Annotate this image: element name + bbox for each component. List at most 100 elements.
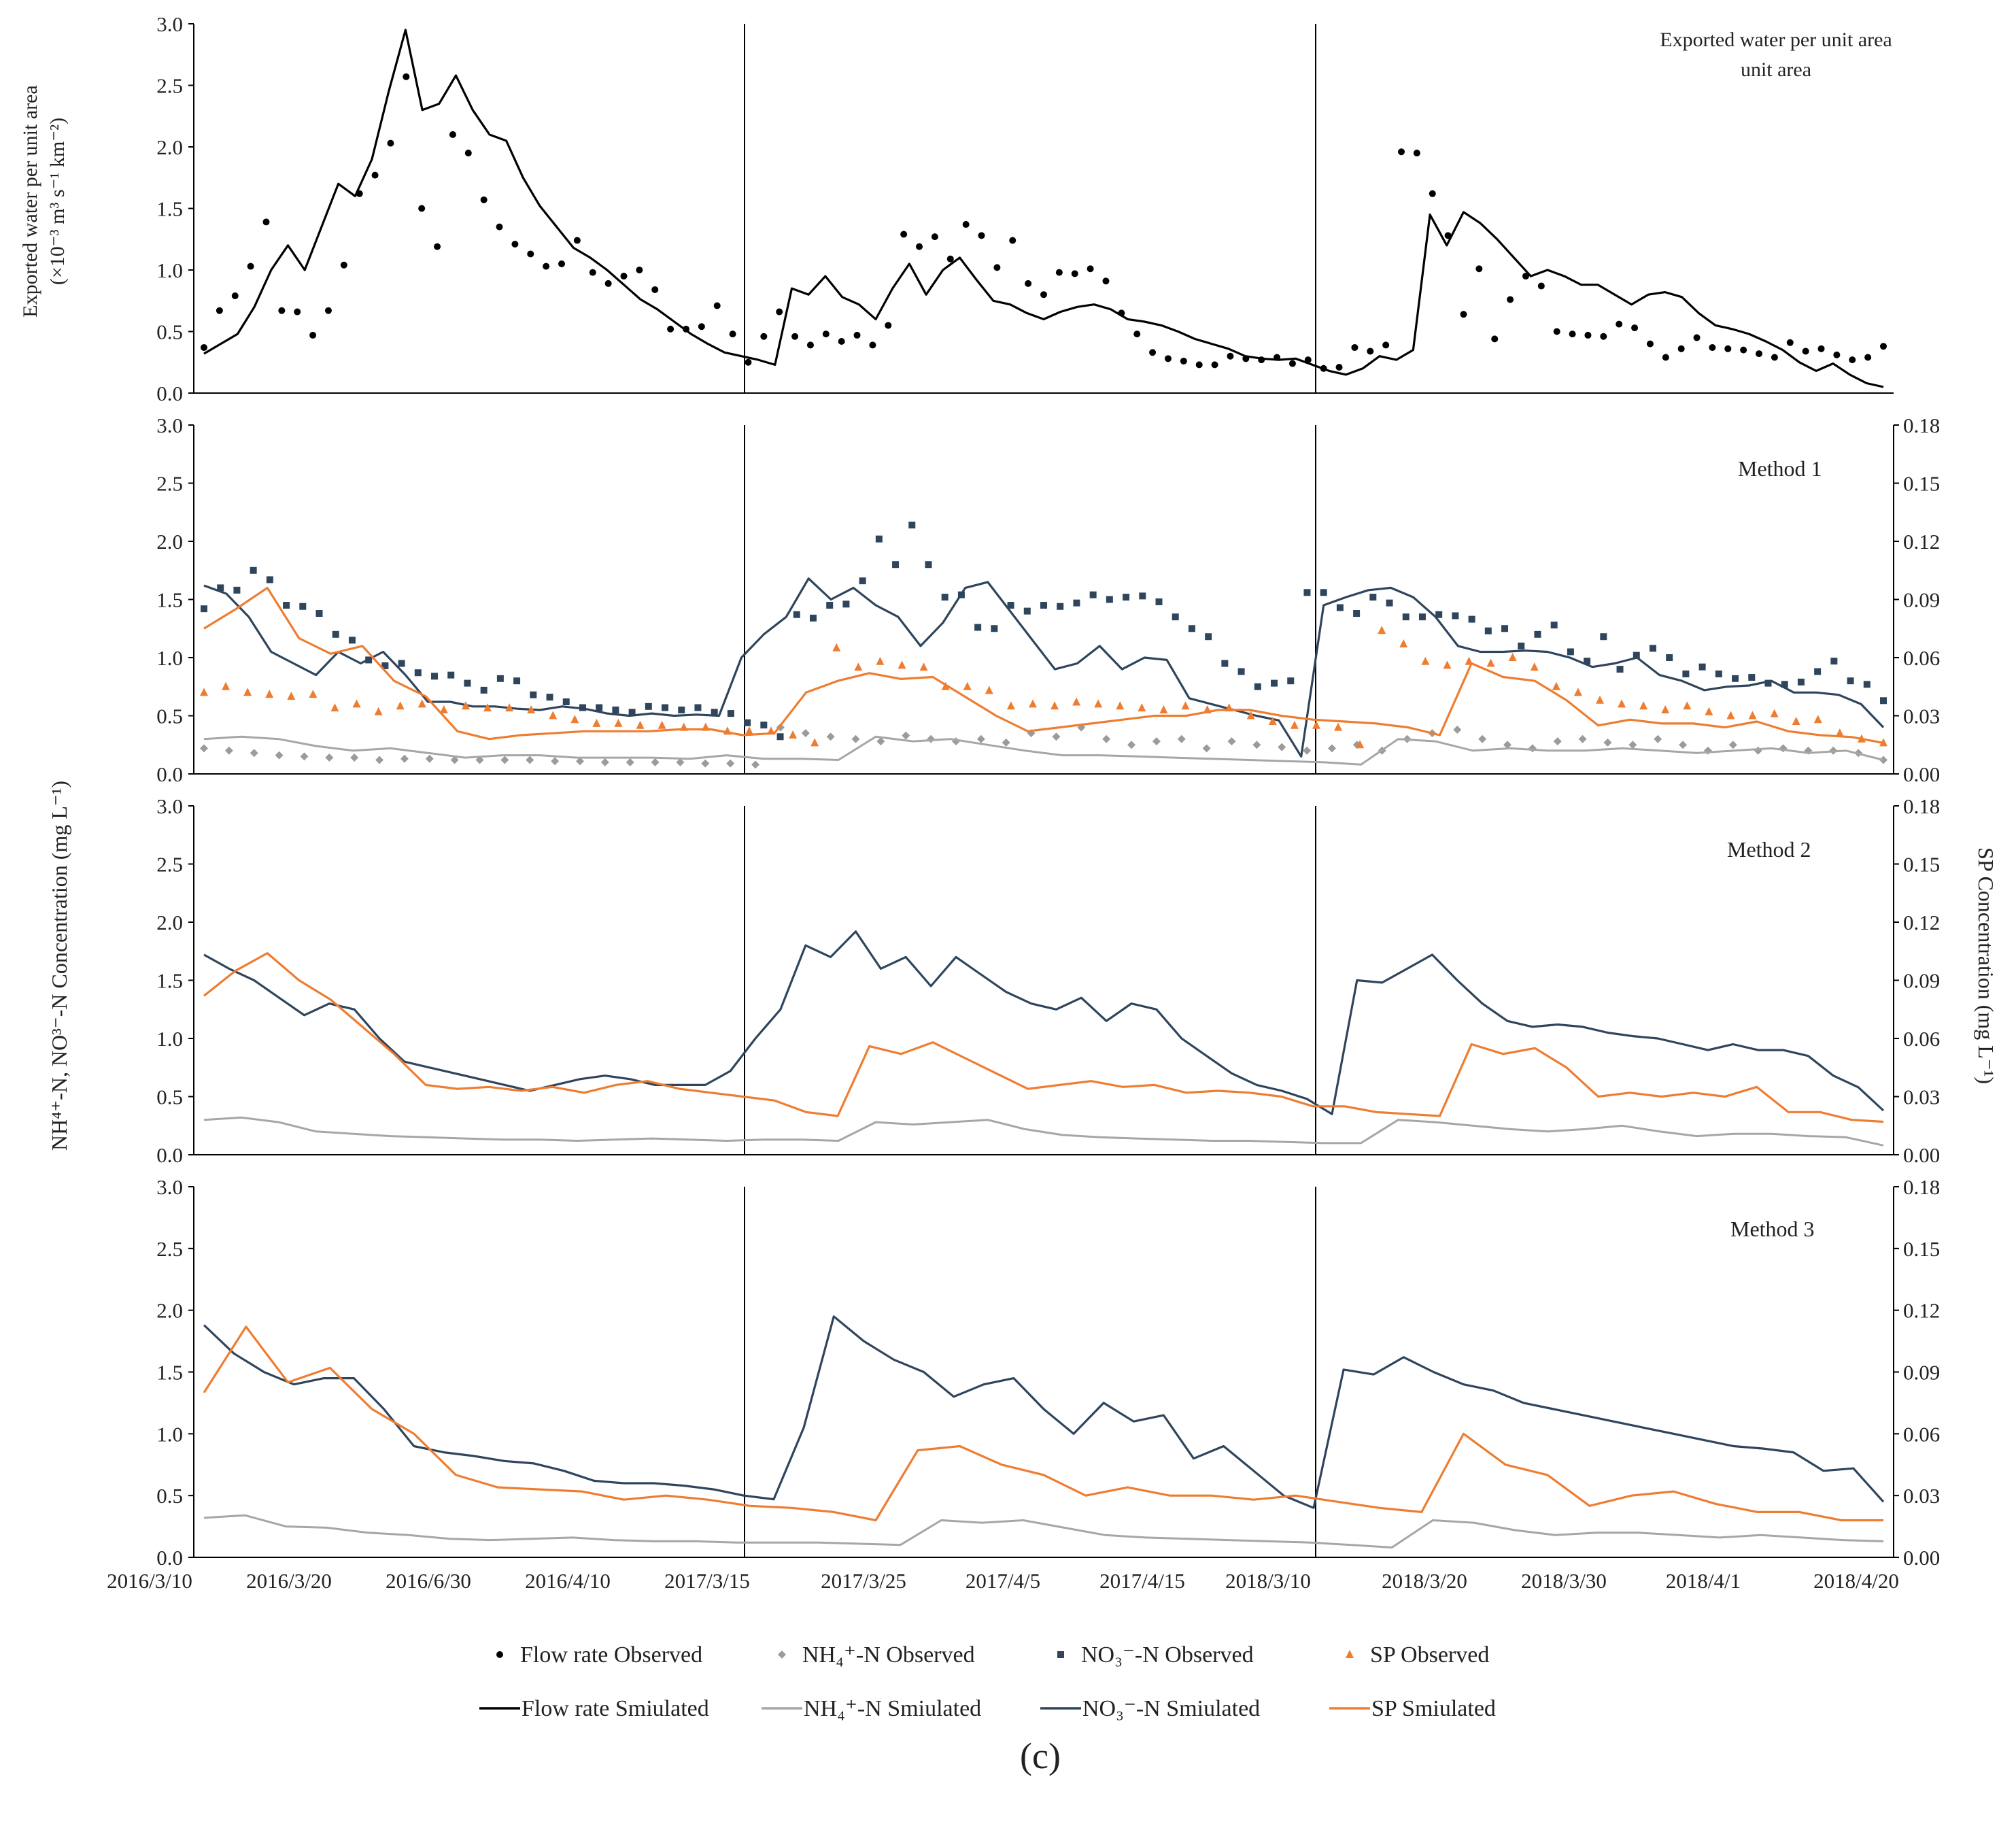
- y-tick-label: 0.5: [156, 705, 183, 728]
- data-point-square: [1715, 670, 1722, 677]
- data-point-triangle: [876, 656, 885, 665]
- y2-tick-label: 0.12: [1903, 530, 1940, 554]
- data-point-triangle: [417, 699, 426, 708]
- data-point-triangle: [1006, 701, 1015, 710]
- data-point-square: [1764, 679, 1772, 687]
- data-point-square: [315, 610, 323, 617]
- data-point-dot: [1569, 331, 1576, 338]
- data-point-dot: [1849, 356, 1856, 364]
- data-point-triangle: [1552, 681, 1560, 690]
- data-point-triangle: [1378, 626, 1386, 634]
- data-point-triangle: [1683, 701, 1692, 710]
- flow-y-axis-label: Exported water per unit area: [19, 85, 41, 318]
- data-point-square: [1863, 681, 1870, 688]
- data-point-square: [480, 686, 488, 694]
- data-point-square: [1336, 604, 1344, 611]
- data-point-square: [1123, 594, 1130, 601]
- data-point-diamond: [826, 732, 835, 741]
- data-point-diamond: [1327, 744, 1336, 753]
- y-tick-label: 1.5: [156, 969, 183, 993]
- data-point-triangle: [1639, 701, 1648, 710]
- data-point-square: [1353, 610, 1361, 617]
- y2-tick-label: 0.03: [1903, 1484, 1940, 1508]
- data-point-dot: [806, 341, 814, 349]
- x-tick-label: 2017/4/5: [966, 1569, 1040, 1593]
- legend-label: NO₃⁻-N Smiulated: [1082, 1696, 1260, 1721]
- data-point-triangle: [1072, 697, 1081, 706]
- data-point-dot: [1211, 361, 1218, 369]
- data-point-diamond: [876, 737, 885, 746]
- sp-y-axis-label: SP Concentration (mg L⁻¹): [1974, 847, 1998, 1084]
- data-point-dot: [1833, 351, 1841, 358]
- data-point-square: [760, 722, 768, 729]
- data-point-triangle: [832, 643, 841, 651]
- data-point-dot: [1631, 324, 1639, 332]
- data-point-dot: [1367, 348, 1374, 355]
- data-point-square: [266, 576, 273, 583]
- data-point-dot: [745, 358, 752, 366]
- y2-tick-label: 0.06: [1903, 646, 1940, 670]
- y-tick-label: 2.0: [156, 911, 183, 934]
- data-point-diamond: [475, 756, 484, 764]
- data-point-dot: [1537, 282, 1545, 290]
- data-point-dot: [496, 1651, 503, 1658]
- data-point-triangle: [854, 662, 863, 671]
- data-point-triangle: [1159, 705, 1168, 713]
- chart-series: [200, 29, 1887, 1548]
- data-point-dot: [1662, 354, 1669, 361]
- data-point-dot: [1491, 335, 1499, 343]
- data-point-diamond: [325, 754, 334, 762]
- data-point-square: [875, 535, 883, 543]
- series-line: [203, 1116, 1884, 1147]
- y-tick-label: 2.5: [156, 472, 183, 496]
- data-point-diamond: [500, 756, 509, 764]
- data-point-square: [662, 704, 669, 711]
- data-point-triangle: [1334, 722, 1343, 731]
- data-point-square: [793, 611, 800, 618]
- data-point-diamond: [526, 756, 534, 764]
- data-point-dot: [1507, 296, 1514, 303]
- data-point-dot: [1802, 348, 1809, 355]
- data-point-triangle: [1573, 688, 1582, 696]
- data-point-square: [727, 710, 734, 717]
- data-point-triangle: [1290, 720, 1299, 729]
- data-point-square: [1320, 589, 1327, 596]
- legend-label: SP Smiulated: [1371, 1696, 1496, 1721]
- x-tick-label: 2016/3/10: [107, 1569, 192, 1593]
- x-tick-label: 2017/4/15: [1099, 1569, 1185, 1593]
- data-point-triangle: [1116, 701, 1125, 710]
- y-tick-label: 1.5: [156, 197, 183, 221]
- data-point-diamond: [575, 757, 584, 766]
- data-point-dot: [1600, 333, 1607, 340]
- data-point-square: [1073, 599, 1080, 607]
- data-point-square: [1402, 613, 1410, 621]
- data-point-diamond: [1152, 737, 1161, 746]
- x-tick-label: 2018/4/1: [1666, 1569, 1741, 1593]
- row-title-method-1: Method 1: [1738, 456, 1822, 481]
- data-point-square: [1106, 596, 1113, 603]
- data-point-diamond: [1779, 744, 1788, 753]
- data-point-dot: [1382, 341, 1390, 349]
- data-point-diamond: [1728, 741, 1737, 749]
- data-point-dot: [1071, 270, 1078, 277]
- data-point-dot: [1398, 148, 1405, 156]
- data-point-square: [941, 594, 949, 601]
- data-point-triangle: [963, 681, 972, 690]
- data-point-dot: [201, 344, 207, 352]
- data-point-square: [776, 733, 784, 741]
- data-point-dot: [1087, 265, 1094, 273]
- series-line: [203, 1315, 1885, 1509]
- data-point-dot: [527, 250, 534, 258]
- data-point-dot: [262, 218, 270, 226]
- data-point-dot: [1009, 237, 1016, 244]
- data-point-dot: [1335, 363, 1343, 371]
- data-point-dot: [434, 243, 441, 250]
- y2-tick-label: 0.00: [1903, 762, 1940, 786]
- data-point-diamond: [300, 752, 309, 761]
- legend-item: NO₃⁻-N Smiulated: [1040, 1696, 1260, 1721]
- data-point-diamond: [976, 734, 985, 743]
- data-point-triangle: [1486, 658, 1495, 667]
- data-point-dot: [1553, 328, 1560, 335]
- data-point-dot: [340, 261, 347, 269]
- data-point-square: [1023, 607, 1031, 615]
